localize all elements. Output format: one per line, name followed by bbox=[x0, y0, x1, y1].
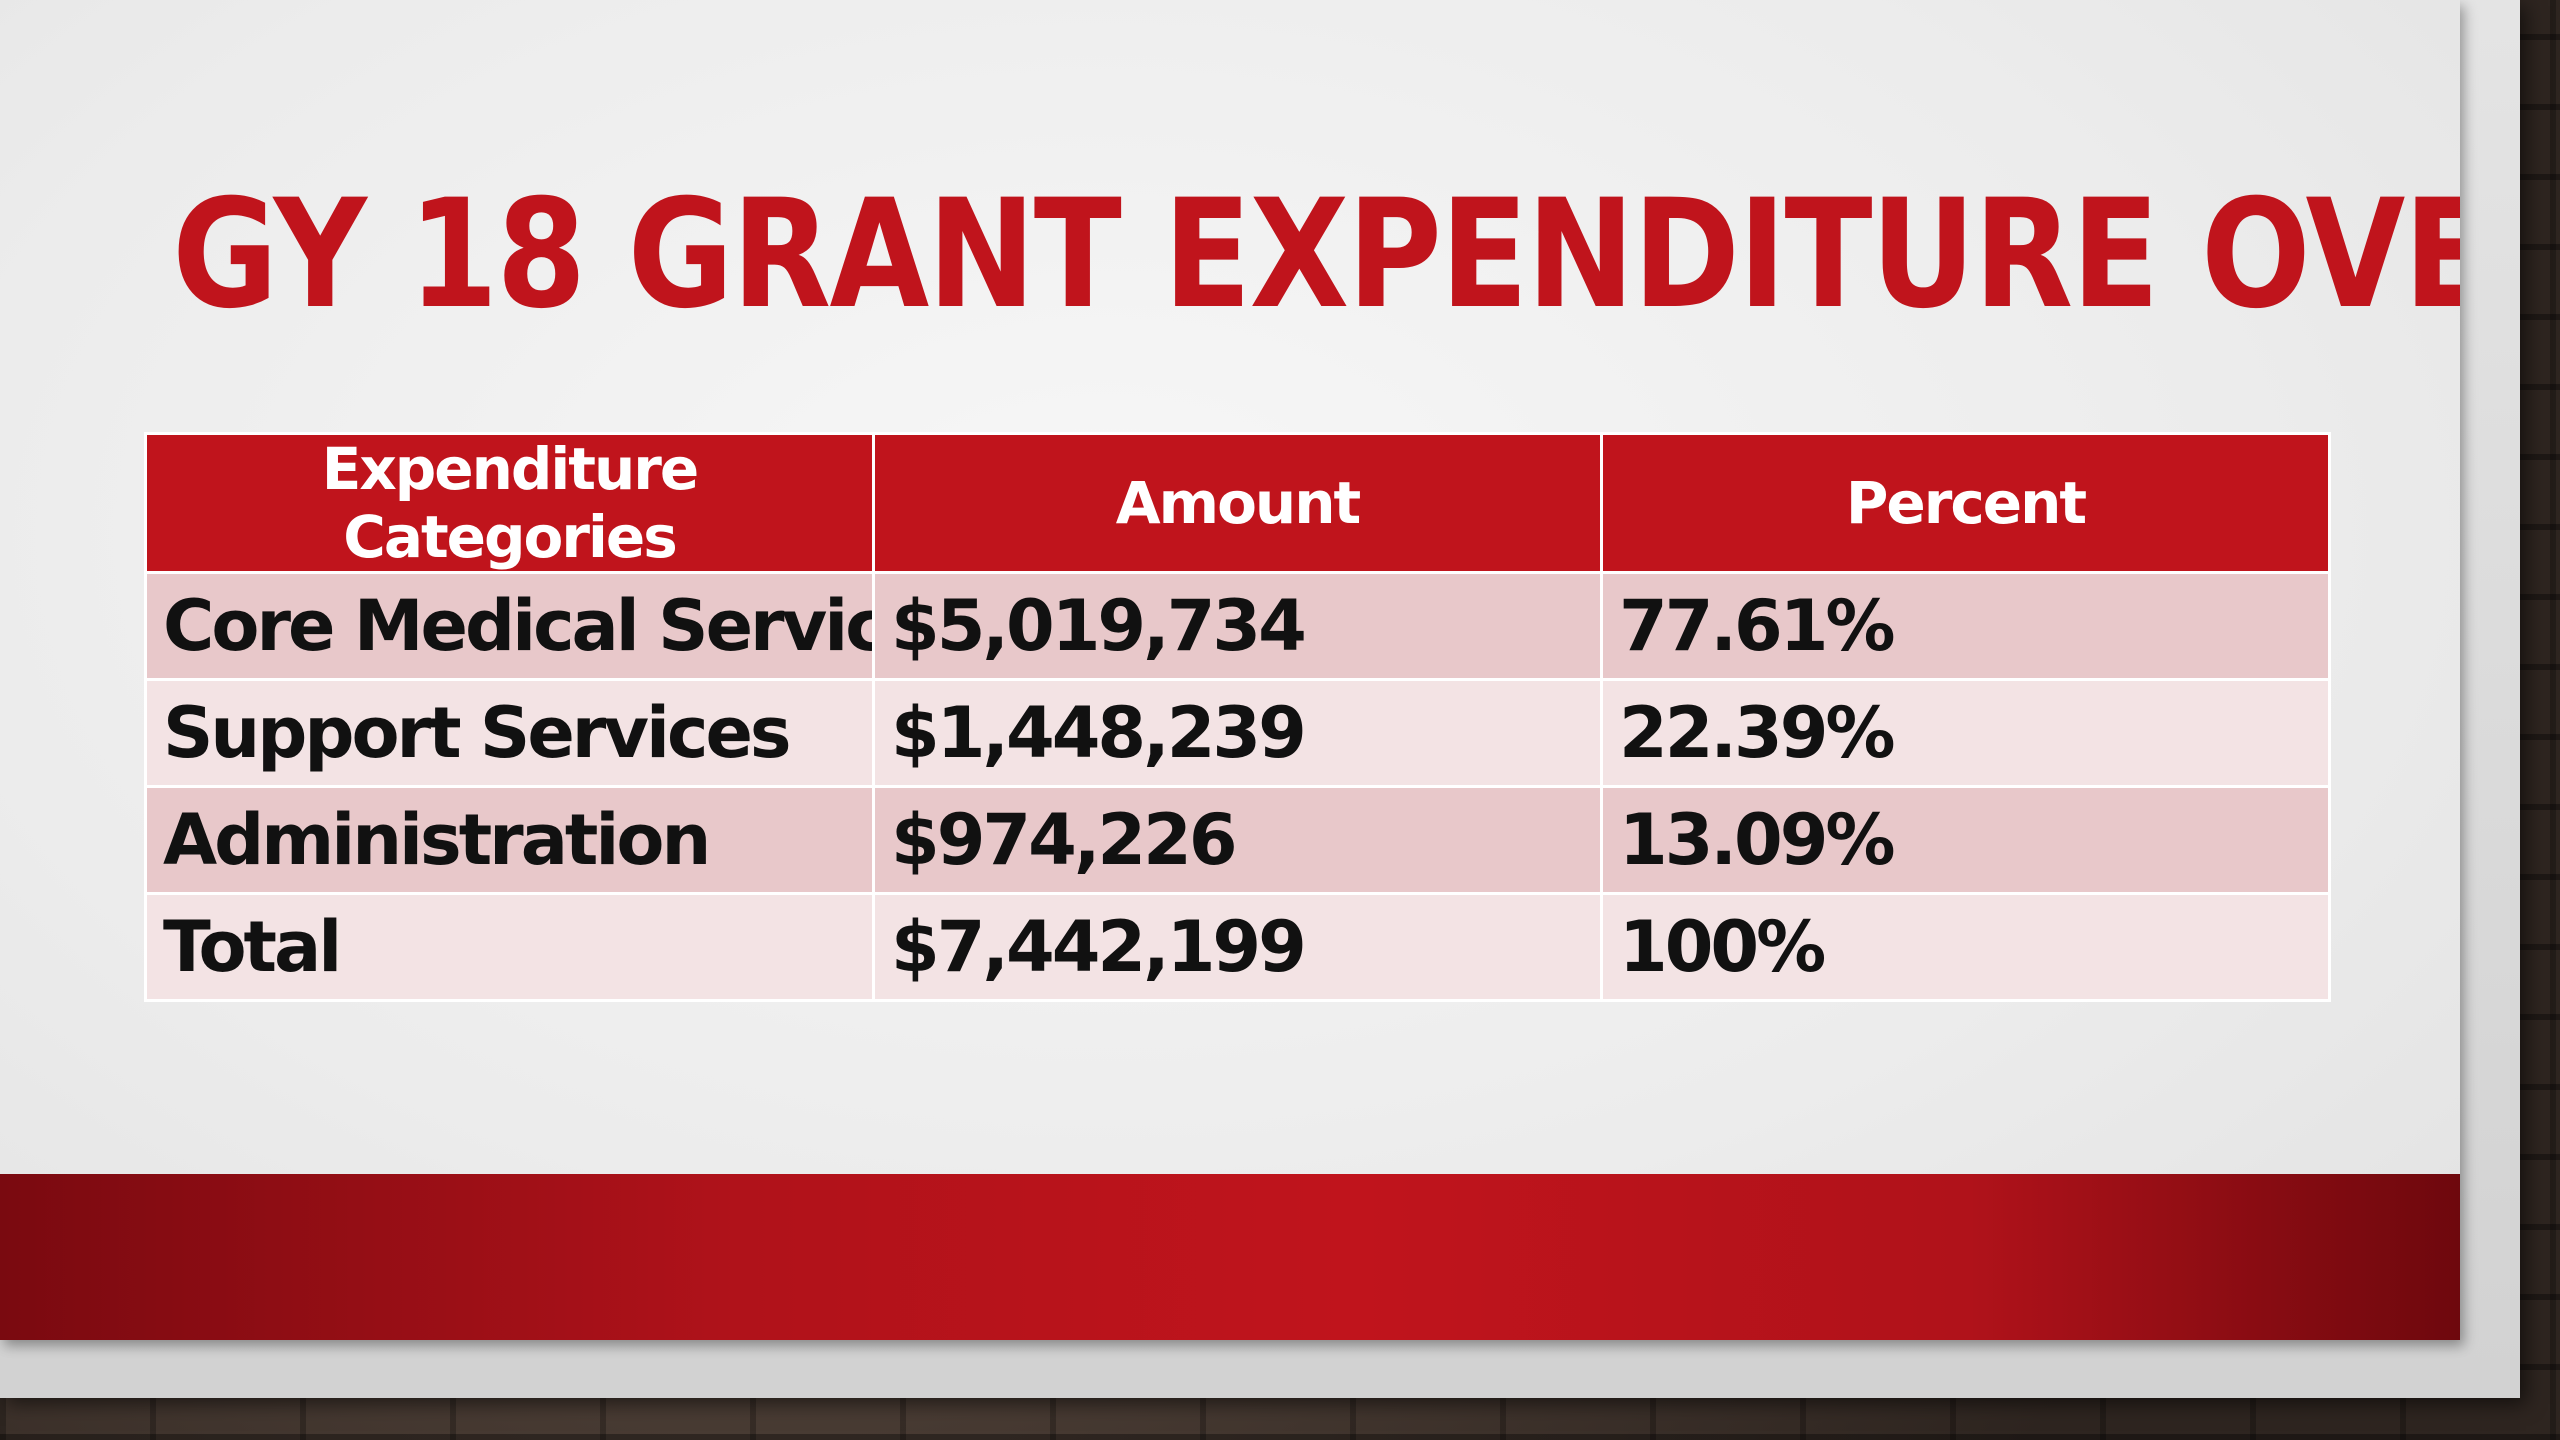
category-cell: Support Services bbox=[144, 678, 875, 788]
header-percent: Percent bbox=[1600, 432, 2331, 574]
table-row: Support Services $1,448,239 22.39% bbox=[144, 678, 2331, 788]
footer-banner bbox=[0, 1174, 2460, 1340]
percent-cell: 77.61% bbox=[1600, 571, 2331, 681]
amount-cell: $7,442,199 bbox=[872, 892, 1603, 1002]
category-cell: Administration bbox=[144, 785, 875, 895]
table-header-row: Expenditure Categories Amount Percent bbox=[144, 432, 2331, 574]
table-row: Administration $974,226 13.09% bbox=[144, 785, 2331, 895]
presentation-slide: GY 18 GRANT EXPENDITURE OVERVIEW Expendi… bbox=[0, 0, 2460, 1340]
category-cell: Core Medical Services bbox=[144, 571, 875, 681]
amount-cell: $1,448,239 bbox=[872, 678, 1603, 788]
amount-cell: $5,019,734 bbox=[872, 571, 1603, 681]
header-expenditure-categories: Expenditure Categories bbox=[144, 432, 875, 574]
amount-cell: $974,226 bbox=[872, 785, 1603, 895]
percent-cell: 100% bbox=[1600, 892, 2331, 1002]
percent-cell: 22.39% bbox=[1600, 678, 2331, 788]
slide-title: GY 18 GRANT EXPENDITURE OVERVIEW bbox=[172, 168, 2460, 342]
expenditure-table-container: Expenditure Categories Amount Percent Co… bbox=[144, 432, 2331, 1002]
category-cell: Total bbox=[144, 892, 875, 1002]
expenditure-table: Expenditure Categories Amount Percent Co… bbox=[144, 432, 2331, 1002]
header-amount: Amount bbox=[872, 432, 1603, 574]
table-row: Core Medical Services $5,019,734 77.61% bbox=[144, 571, 2331, 681]
percent-cell: 13.09% bbox=[1600, 785, 2331, 895]
table-row-total: Total $7,442,199 100% bbox=[144, 892, 2331, 1002]
